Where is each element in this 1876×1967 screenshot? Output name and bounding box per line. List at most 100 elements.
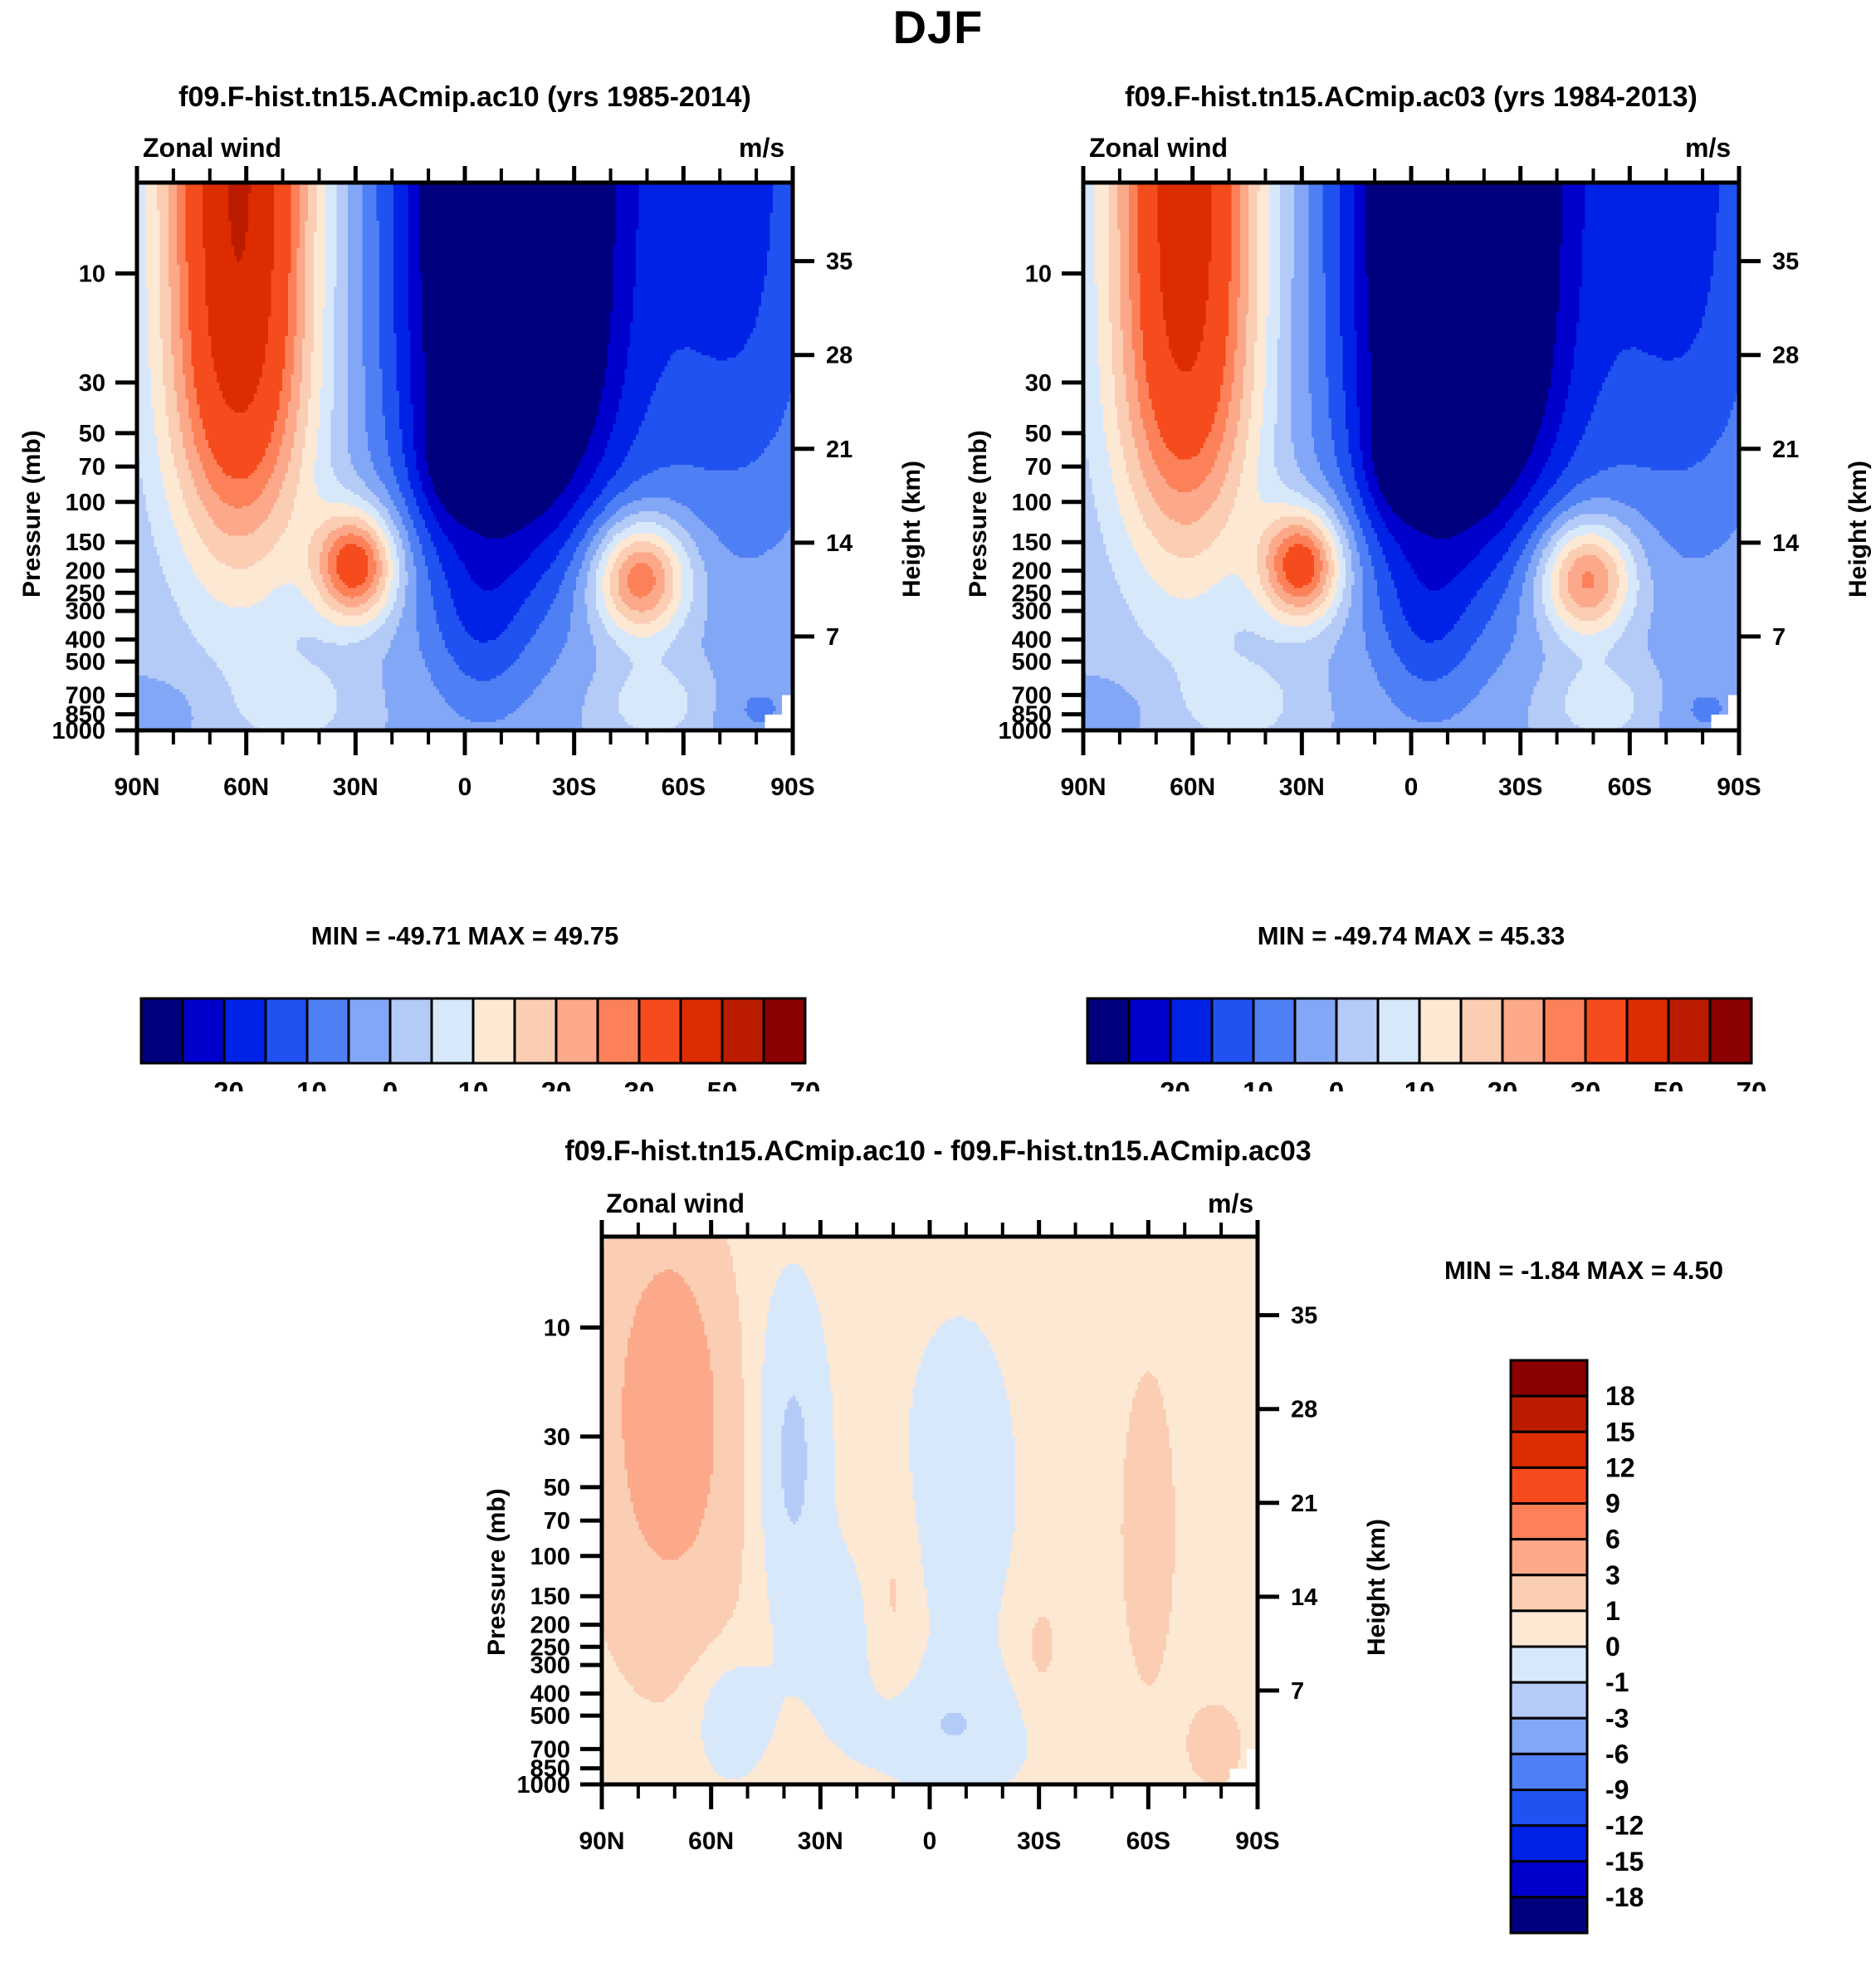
colorbar-tick-label: -12 [1605, 1811, 1644, 1841]
colorbar-cell [1511, 1360, 1587, 1396]
colorbar-cell [1253, 998, 1295, 1063]
x-tick-label: 30N [1279, 774, 1325, 801]
colorbar-cell [1336, 998, 1378, 1063]
y-tick-label: 1000 [998, 718, 1052, 744]
panel-title-diff: f09.F-hist.tn15.ACmip.ac10 - f09.F-hist.… [357, 1135, 1519, 1168]
x-tick-label: 30N [333, 774, 379, 801]
colorbar-tick-label: 0 [383, 1076, 398, 1091]
colorbar-tick-label: 30 [624, 1076, 655, 1091]
x-tick-label: 60N [1170, 774, 1215, 801]
colorbar-cell [349, 998, 390, 1063]
y-tick-label: 1000 [51, 718, 105, 744]
colorbar-cell [1544, 998, 1585, 1063]
colorbar-cell [1511, 1862, 1587, 1897]
colorbar-cell [1502, 998, 1544, 1063]
x-tick-label: 60S [662, 774, 706, 801]
colorbar-cell [266, 998, 307, 1063]
colorbar-cell [1511, 1790, 1587, 1826]
colorbar-tick-label: -20 [1151, 1076, 1190, 1091]
colorbar-top-right[interactable]: -20-1001020305070 [1071, 975, 1768, 1091]
colorbar-tick-label: -10 [287, 1076, 327, 1091]
x-tick-label: 60S [1608, 774, 1652, 801]
colorbar-tick-label: 20 [541, 1076, 572, 1091]
x-tick-label: 60N [688, 1828, 734, 1855]
y2-tick-label: 28 [826, 343, 853, 369]
colorbar-tick-label: 3 [1605, 1560, 1620, 1590]
y-tick-label: 100 [66, 490, 105, 516]
y-tick-label: 70 [1025, 454, 1052, 481]
units-label-diff: m/s [1208, 1188, 1253, 1219]
panel-title-top-right: f09.F-hist.tn15.ACmip.ac03 (yrs 1984-201… [971, 81, 1851, 114]
colorbar-tick-label: 9 [1605, 1489, 1620, 1519]
y2-tick-label: 35 [1291, 1303, 1317, 1330]
colorbar-tick-label: 30 [1571, 1076, 1601, 1091]
colorbar-tick-label: 12 [1605, 1452, 1635, 1482]
colorbar-tick-label: -1 [1605, 1667, 1629, 1697]
y-tick-label: 70 [544, 1508, 570, 1535]
colorbar-cell [141, 998, 183, 1063]
x-tick-label: 90S [770, 774, 814, 801]
colorbar-cell [1668, 998, 1710, 1063]
colorbar-cell [1511, 1718, 1587, 1754]
x-tick-label: 90N [579, 1828, 624, 1855]
x-tick-label: 90S [1717, 774, 1761, 801]
colorbar-tick-label: -9 [1605, 1775, 1629, 1805]
colorbar-tick-label: 0 [1329, 1076, 1344, 1091]
colorbar-tick-label: 10 [1405, 1076, 1435, 1091]
x-tick-label: 0 [1405, 774, 1419, 801]
colorbar-cell [556, 998, 598, 1063]
y-tick-label: 50 [79, 421, 105, 447]
y-tick-label: 10 [79, 261, 105, 288]
units-label-top-left: m/s [739, 133, 784, 164]
y-tick-label: 300 [66, 598, 105, 625]
colorbar-cell [1511, 1647, 1587, 1682]
colorbar-cell [639, 998, 681, 1063]
y2-tick-label: 28 [1772, 343, 1799, 369]
y-tick-label: 30 [544, 1424, 570, 1451]
colorbar-cell [1419, 998, 1461, 1063]
colorbar-tick-label: 18 [1605, 1381, 1635, 1411]
colorbar-tick-label: 50 [707, 1076, 738, 1091]
colorbar-cell [183, 998, 224, 1063]
y2-tick-label: 14 [1772, 530, 1799, 557]
colorbar-tick-label: 6 [1605, 1525, 1620, 1555]
colorbar-cell [515, 998, 556, 1063]
x-tick-label: 90N [1060, 774, 1106, 801]
colorbar-cell [1627, 998, 1668, 1063]
y-tick-label: 500 [1012, 649, 1052, 676]
colorbar-tick-label: -6 [1605, 1739, 1629, 1769]
colorbar-cell [764, 998, 805, 1063]
colorbar-tick-label: 70 [790, 1076, 821, 1091]
x-tick-label: 30N [798, 1828, 843, 1855]
x-tick-label: 90S [1235, 1828, 1279, 1855]
units-label-top-right: m/s [1685, 133, 1731, 164]
colorbar-tick-label: -20 [204, 1076, 244, 1091]
colorbar-cell [1170, 998, 1212, 1063]
colorbar-tick-label: -10 [1234, 1076, 1273, 1091]
y-tick-label: 150 [1012, 530, 1052, 556]
colorbar-top-left[interactable]: -20-1001020305070 [125, 975, 822, 1091]
colorbar-tick-label: 15 [1605, 1417, 1635, 1447]
x-tick-label: 30S [1017, 1828, 1061, 1855]
colorbar-cell [1511, 1575, 1587, 1611]
y2-tick-label: 35 [826, 249, 853, 276]
y-tick-label: 50 [544, 1475, 570, 1501]
y2-tick-label: 28 [1291, 1397, 1317, 1423]
colorbar-tick-label: -3 [1605, 1703, 1629, 1733]
y-tick-label: 50 [1025, 421, 1052, 447]
colorbar-cell [1511, 1826, 1587, 1862]
y2-tick-label: 21 [826, 437, 853, 463]
colorbar-cell [1511, 1504, 1587, 1540]
y-tick-label: 10 [544, 1315, 570, 1342]
y-tick-label: 300 [530, 1652, 570, 1679]
y2-tick-label: 7 [1772, 624, 1786, 651]
colorbar-cell [1295, 998, 1336, 1063]
y-tick-label: 150 [530, 1584, 570, 1610]
colorbar-cell [1511, 1467, 1587, 1503]
field-label-top-right: Zonal wind [1089, 133, 1228, 164]
y2-tick-label: 35 [1772, 249, 1799, 276]
